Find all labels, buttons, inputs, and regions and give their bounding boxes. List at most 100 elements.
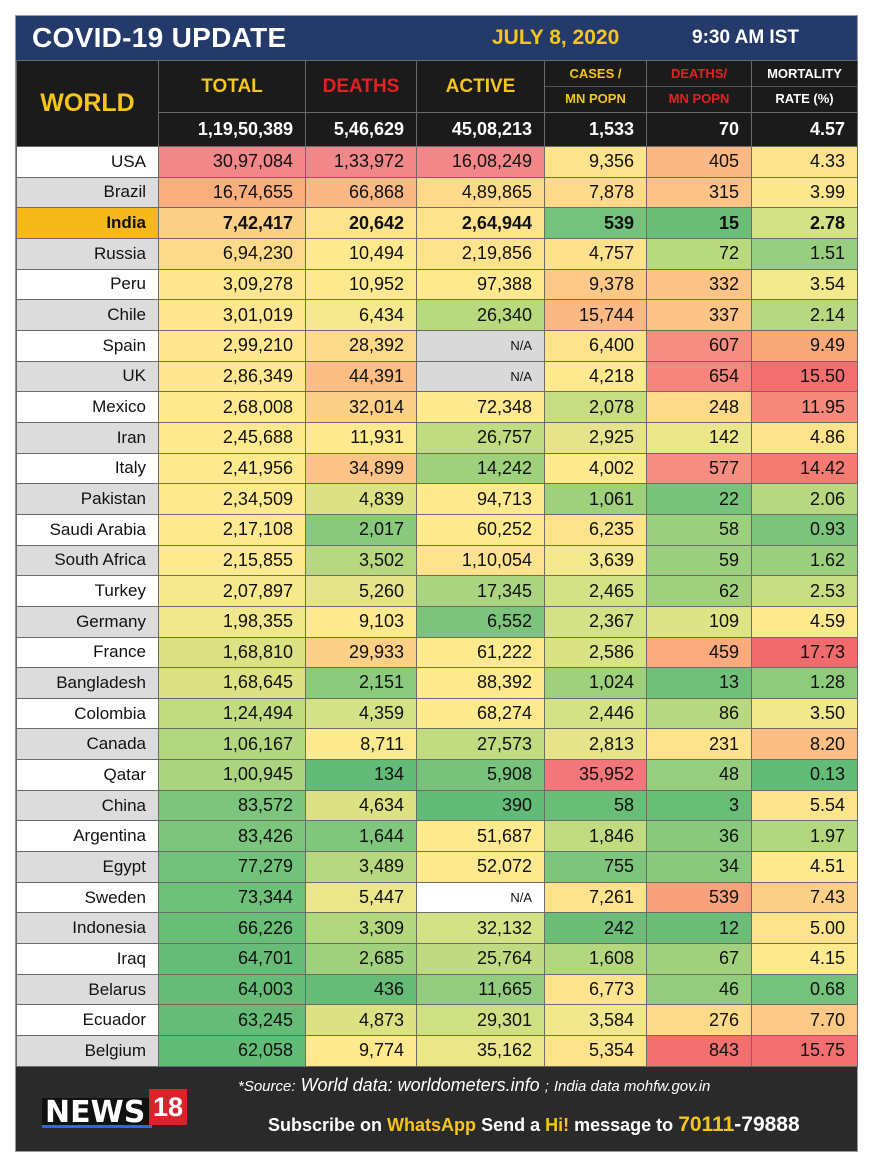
table-row: India 7,42,417 20,642 2,64,944 539 15 2.78 bbox=[16, 207, 858, 239]
table-row: Ecuador 63,245 4,873 29,301 3,584 276 7.70 bbox=[16, 1004, 858, 1037]
cell-deaths-mn: 59 bbox=[646, 544, 752, 577]
footer: NEWS 18 *Source: World data: worldometer… bbox=[16, 1067, 857, 1151]
table-row: Iraq 64,701 2,685 25,764 1,608 67 4.15 bbox=[16, 943, 858, 975]
cell-total: 2,34,509 bbox=[158, 483, 306, 515]
world-label: WORLD bbox=[16, 60, 159, 147]
cell-deaths: 4,634 bbox=[305, 789, 417, 822]
country-name: Germany bbox=[16, 605, 159, 638]
cell-deaths-mn: 12 bbox=[646, 912, 752, 945]
cell-cases-mn: 6,235 bbox=[544, 513, 647, 546]
cell-total: 62,058 bbox=[158, 1035, 306, 1067]
cell-active: 26,757 bbox=[416, 421, 545, 454]
cell-deaths: 3,309 bbox=[305, 912, 417, 945]
cell-cases-mn: 6,400 bbox=[544, 329, 647, 362]
cell-deaths-mn: 109 bbox=[646, 605, 752, 638]
cell-active: 4,89,865 bbox=[416, 176, 545, 209]
cell-total: 1,24,494 bbox=[158, 697, 306, 730]
country-name: Brazil bbox=[16, 176, 159, 209]
cell-active: 14,242 bbox=[416, 452, 545, 485]
cell-deaths: 32,014 bbox=[305, 391, 417, 423]
world-deaths-per-mn: 70 bbox=[646, 112, 752, 147]
country-name: Belgium bbox=[16, 1035, 159, 1067]
cell-cases-mn: 4,218 bbox=[544, 360, 647, 393]
cell-total: 7,42,417 bbox=[158, 207, 306, 239]
cell-active: 25,764 bbox=[416, 943, 545, 975]
cell-deaths-mn: 46 bbox=[646, 973, 752, 1006]
cell-active: 5,908 bbox=[416, 759, 545, 791]
cell-total: 30,97,084 bbox=[158, 146, 306, 178]
cell-active: 88,392 bbox=[416, 667, 545, 699]
cell-cases-mn: 3,584 bbox=[544, 1004, 647, 1037]
table-row: Bangladesh 1,68,645 2,151 88,392 1,024 13 1.28 bbox=[16, 667, 858, 699]
cell-deaths-mn: 142 bbox=[646, 421, 752, 454]
cell-cases-mn: 1,846 bbox=[544, 820, 647, 853]
cell-total: 1,00,945 bbox=[158, 759, 306, 791]
cell-mortality: 3.54 bbox=[751, 268, 858, 301]
table-row: Mexico 2,68,008 32,014 72,348 2,078 248 11.95 bbox=[16, 391, 858, 423]
cell-deaths: 10,494 bbox=[305, 237, 417, 270]
cell-deaths-mn: 332 bbox=[646, 268, 752, 301]
col-total: TOTAL bbox=[158, 60, 306, 113]
table-row: Belgium 62,058 9,774 35,162 5,354 843 15.75 bbox=[16, 1035, 858, 1067]
cell-total: 1,68,810 bbox=[158, 636, 306, 669]
cell-deaths-mn: 843 bbox=[646, 1035, 752, 1067]
cell-mortality: 2.06 bbox=[751, 483, 858, 515]
cell-active: 17,345 bbox=[416, 575, 545, 607]
country-name: Mexico bbox=[16, 391, 159, 423]
cell-total: 2,17,108 bbox=[158, 513, 306, 546]
cell-cases-mn: 1,024 bbox=[544, 667, 647, 699]
country-name: Chile bbox=[16, 299, 159, 331]
hi-label: Hi! bbox=[545, 1115, 570, 1135]
country-name: Peru bbox=[16, 268, 159, 301]
col-mortality: MORTALITY RATE (%) bbox=[751, 60, 858, 113]
country-name: Argentina bbox=[16, 820, 159, 853]
cell-cases-mn: 7,261 bbox=[544, 881, 647, 914]
cell-deaths-mn: 48 bbox=[646, 759, 752, 791]
cell-active: 26,340 bbox=[416, 299, 545, 331]
cell-active: 6,552 bbox=[416, 605, 545, 638]
cell-active: 16,08,249 bbox=[416, 146, 545, 178]
table-row: South Africa 2,15,855 3,502 1,10,054 3,639 59… bbox=[16, 544, 858, 577]
cell-deaths-mn: 86 bbox=[646, 697, 752, 730]
cell-deaths: 34,899 bbox=[305, 452, 417, 485]
cell-cases-mn: 58 bbox=[544, 789, 647, 822]
cell-mortality: 4.33 bbox=[751, 146, 858, 178]
cell-deaths: 5,260 bbox=[305, 575, 417, 607]
cell-total: 73,344 bbox=[158, 881, 306, 914]
country-name: Egypt bbox=[16, 851, 159, 883]
table-row: Italy 2,41,956 34,899 14,242 4,002 577 14.42 bbox=[16, 452, 858, 485]
cell-cases-mn: 6,773 bbox=[544, 973, 647, 1006]
cell-active: 32,132 bbox=[416, 912, 545, 945]
cell-total: 2,41,956 bbox=[158, 452, 306, 485]
table-row: Sweden 73,344 5,447 N/A 7,261 539 7.43 bbox=[16, 881, 858, 914]
cell-deaths-mn: 67 bbox=[646, 943, 752, 975]
country-name: Canada bbox=[16, 728, 159, 761]
cell-total: 2,99,210 bbox=[158, 329, 306, 362]
country-name: Italy bbox=[16, 452, 159, 485]
cell-deaths: 11,931 bbox=[305, 421, 417, 454]
world-totals-row: 1,19,50,389 5,46,629 45,08,213 1,533 70 … bbox=[17, 112, 858, 147]
cell-deaths: 4,359 bbox=[305, 697, 417, 730]
cell-mortality: 1.62 bbox=[751, 544, 858, 577]
cell-active: 2,19,856 bbox=[416, 237, 545, 270]
cell-mortality: 17.73 bbox=[751, 636, 858, 669]
cell-deaths-mn: 405 bbox=[646, 146, 752, 178]
cell-deaths-mn: 577 bbox=[646, 452, 752, 485]
cell-cases-mn: 755 bbox=[544, 851, 647, 883]
country-name: India bbox=[16, 207, 159, 239]
cell-mortality: 2.14 bbox=[751, 299, 858, 331]
cell-total: 83,572 bbox=[158, 789, 306, 822]
cell-active: 61,222 bbox=[416, 636, 545, 669]
country-name: Saudi Arabia bbox=[16, 513, 159, 546]
country-name: Iran bbox=[16, 421, 159, 454]
cell-active: 390 bbox=[416, 789, 545, 822]
table-row: Egypt 77,279 3,489 52,072 755 34 4.51 bbox=[16, 851, 858, 883]
cell-deaths: 2,151 bbox=[305, 667, 417, 699]
cell-total: 2,86,349 bbox=[158, 360, 306, 393]
col-active: ACTIVE bbox=[416, 60, 545, 113]
table-row: Germany 1,98,355 9,103 6,552 2,367 109 4.59 bbox=[16, 605, 858, 638]
cell-total: 64,003 bbox=[158, 973, 306, 1006]
source-india: India data mohfw.gov.in bbox=[553, 1078, 711, 1095]
cell-active: 97,388 bbox=[416, 268, 545, 301]
world-deaths: 5,46,629 bbox=[305, 112, 417, 147]
